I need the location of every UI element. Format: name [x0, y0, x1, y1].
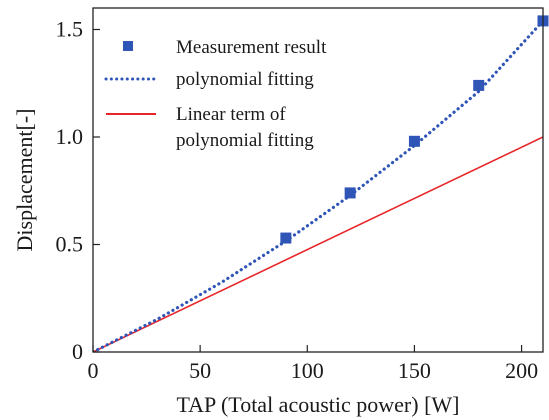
series-polynomial-fit-line [93, 19, 543, 352]
x-tick-label: 150 [398, 358, 431, 383]
x-tick-label: 0 [88, 358, 99, 383]
measurement-point [408, 135, 420, 147]
y-tick-label: 1.5 [56, 17, 84, 42]
axes: 0 50 100 150 200 0 0.5 1.0 1.5 [56, 7, 544, 383]
y-tick-label: 0.5 [56, 232, 84, 257]
x-tick-label: 50 [189, 358, 211, 383]
legend-marker-measurement [123, 41, 133, 51]
legend-label-measurement: Measurement result [176, 37, 327, 58]
series-linear-term-line [93, 136, 543, 352]
plot-area [93, 15, 549, 352]
legend-label-linear-term: Linear term of [176, 104, 286, 125]
legend-label-polynomial-fit: polynomial fitting [176, 69, 314, 90]
plot-clip-group [93, 19, 543, 352]
y-tick-label: 0 [72, 339, 83, 364]
measurement-point [344, 187, 356, 199]
measurement-point [473, 79, 485, 91]
measurement-point [280, 232, 292, 244]
x-axis-title: TAP (Total acoustic power) [W] [176, 392, 459, 417]
legend: Measurement result polynomial fitting Line… [104, 37, 327, 151]
x-tick-label: 100 [291, 358, 324, 383]
y-tick-label: 1.0 [56, 124, 84, 149]
plot-frame [92, 7, 544, 353]
legend-label-linear-term-line2: polynomial fitting [176, 130, 314, 151]
x-tick-label: 200 [505, 358, 538, 383]
y-axis-title: Displacement[-] [12, 109, 37, 252]
